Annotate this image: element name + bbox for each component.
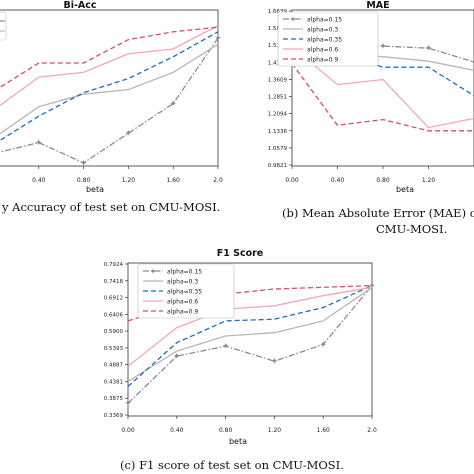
p0-chart-title: Bi-Acc xyxy=(63,0,96,11)
p0-series-marker: ✦ xyxy=(125,129,133,139)
caption-c: (c) F1 score of test set on CMU-MOSI. xyxy=(120,458,344,472)
p1-series-line-0 xyxy=(291,45,474,63)
p2-x-tick-label: 1.60 xyxy=(317,427,331,434)
p2-legend-box xyxy=(137,263,235,319)
p2-chart-title: F1 Score xyxy=(217,248,264,259)
p2-series-line-0 xyxy=(127,285,373,404)
p1-series-line-4 xyxy=(291,63,474,132)
p1-y-tick-label: 1.5884 xyxy=(268,26,288,32)
p1-x-tick-label: 1.20 xyxy=(422,177,436,184)
p2-legend-marker: ✦ xyxy=(150,267,157,276)
p1-x-tick-label: 0.80 xyxy=(376,177,390,184)
p1-x-tick-label: 0.40 xyxy=(331,177,345,184)
p2-legend-label: alpha=0.9 xyxy=(167,309,198,316)
p1-y-tick-label: 0.9821 xyxy=(268,163,287,169)
p1-y-tick-label: 1.1336 xyxy=(268,129,288,135)
p0-x-tick-label: 0.40 xyxy=(32,177,46,184)
p2-series-marker: ✦ xyxy=(368,282,376,292)
p0-series-line-0 xyxy=(0,37,219,164)
p0-series-marker: ✦ xyxy=(169,100,177,110)
caption-b-line1: (b) Mean Absolute Error (MAE) of xyxy=(282,206,474,220)
p1-series-marker: ✦ xyxy=(379,42,387,52)
p2-legend-label: alpha=0.6 xyxy=(167,299,198,306)
p0-legend-box xyxy=(0,11,7,41)
p2-legend-label: alpha=0.35 xyxy=(167,289,202,296)
p2-x-tick-label: 0.80 xyxy=(219,427,233,434)
p0-plot-frame xyxy=(0,9,219,167)
p1-y-tick-label: 1.3609 xyxy=(268,77,288,83)
p2-series-line-1 xyxy=(127,286,373,382)
p1-legend-label: alpha=0.3 xyxy=(307,27,338,34)
p0-series-line-2 xyxy=(0,31,219,142)
p1-legend-marker: ✦ xyxy=(290,15,297,24)
p2-series-marker: ✦ xyxy=(271,357,279,367)
p0-x-axis-label: beta xyxy=(86,185,104,194)
p0-x-tick-label: 2.0 xyxy=(213,177,223,184)
p1-legend-label: alpha=0.9 xyxy=(307,57,338,64)
p2-y-tick-label: 0.5900 xyxy=(104,329,124,335)
p1-x-tick-label: 0.00 xyxy=(285,177,299,184)
p2-y-tick-label: 0.3369 xyxy=(104,413,124,419)
p0-series-marker: ✦ xyxy=(35,139,43,149)
p2-series-line-2 xyxy=(127,285,373,387)
p2-y-tick-label: 0.4381 xyxy=(104,379,123,385)
p1-y-tick-label: 1.5124 xyxy=(268,43,288,49)
p1-y-tick-label: 1.0579 xyxy=(268,146,288,152)
p2-y-tick-label: 0.3875 xyxy=(104,396,124,402)
p2-y-tick-label: 0.7924 xyxy=(104,262,124,268)
p1-legend-box xyxy=(277,11,379,67)
p1-series-line-3 xyxy=(291,46,474,129)
p1-y-tick-label: 1.6639 xyxy=(268,9,288,15)
p2-y-tick-label: 0.4887 xyxy=(104,363,124,369)
p0-series-line-4 xyxy=(0,26,219,89)
p1-y-tick-label: 1.2094 xyxy=(268,112,288,118)
p1-x-axis-label: beta xyxy=(396,185,414,194)
p1-chart-title: MAE xyxy=(366,0,389,11)
p2-series-marker: ✦ xyxy=(222,342,230,352)
p2-x-tick-label: 0.40 xyxy=(170,427,184,434)
p0-series-line-1 xyxy=(0,43,219,135)
p2-x-axis-label: beta xyxy=(229,437,247,446)
p2-y-tick-label: 0.7418 xyxy=(104,279,124,285)
p0-series-marker: ✦ xyxy=(80,159,88,169)
p1-y-tick-label: 1.2851 xyxy=(268,95,287,101)
p1-legend-label: alpha=0.35 xyxy=(307,37,342,44)
p2-y-tick-label: 0.6912 xyxy=(104,296,123,302)
p0-x-tick-label: 1.20 xyxy=(122,177,136,184)
p1-legend-label: alpha=0.6 xyxy=(307,47,338,54)
p2-series-marker: ✦ xyxy=(173,352,181,362)
p1-series-marker: ✦ xyxy=(470,58,474,68)
p1-series-marker: ✦ xyxy=(425,44,433,54)
p2-series-marker: ✦ xyxy=(124,399,132,409)
caption-a: y Accuracy of test set on CMU-MOSI. xyxy=(2,200,221,214)
p2-plot-frame xyxy=(127,262,373,417)
p1-y-tick-label: 1.4366 xyxy=(268,60,288,66)
caption-b-line2: CMU-MOSI. xyxy=(376,222,448,236)
p2-legend-label: alpha=0.15 xyxy=(167,269,202,276)
p2-x-tick-label: 1.20 xyxy=(268,427,282,434)
p0-x-tick-label: 0.80 xyxy=(77,177,91,184)
p2-legend-label: alpha=0.3 xyxy=(167,279,198,286)
p1-legend-label: alpha=0.15 xyxy=(307,17,342,24)
p2-y-tick-label: 0.5393 xyxy=(104,346,124,352)
p0-x-tick-label: 1.60 xyxy=(167,177,181,184)
p2-x-tick-label: 2.0 xyxy=(367,427,377,434)
p2-series-line-3 xyxy=(127,286,373,367)
p0-series-marker: ✦ xyxy=(214,34,222,44)
p2-x-tick-label: 0.00 xyxy=(121,427,135,434)
p2-series-marker: ✦ xyxy=(319,340,327,350)
p2-y-tick-label: 0.6406 xyxy=(104,312,124,318)
p0-series-line-3 xyxy=(0,25,219,107)
